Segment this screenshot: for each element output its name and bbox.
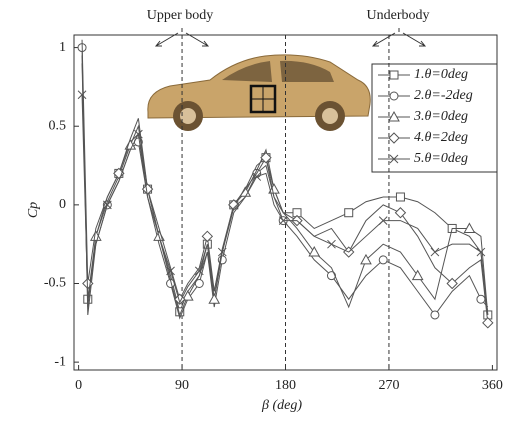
legend-label: 1.θ=0deg [414, 67, 468, 82]
annotation: Underbody [367, 8, 430, 23]
y-tick-label: 1 [59, 40, 66, 55]
marker [209, 294, 219, 303]
annotation-arrows [156, 28, 425, 46]
y-tick-label: -0.5 [44, 276, 66, 291]
x-tick-label: 270 [378, 378, 399, 393]
marker [395, 208, 405, 218]
marker [309, 247, 319, 256]
marker [327, 272, 335, 280]
marker [345, 209, 353, 217]
car-image [148, 55, 370, 131]
x-tick-label: 0 [75, 378, 82, 393]
marker [327, 240, 335, 248]
marker [396, 193, 404, 201]
x-tick-label: 90 [175, 378, 189, 393]
chart: Upper body Underbody β (deg) Cp 1 0.5 0 -0.… [0, 0, 517, 421]
y-tick-label: 0.5 [49, 118, 67, 133]
x-tick-label: 360 [482, 378, 503, 393]
marker [390, 92, 398, 100]
marker [413, 271, 423, 280]
marker [431, 248, 439, 256]
x-axis-label: β (deg) [261, 398, 302, 413]
legend-label: 3.θ=0deg [413, 109, 468, 124]
marker [477, 295, 485, 303]
y-axis-label: Cp [26, 202, 41, 218]
y-tick-label: -1 [54, 354, 66, 369]
y-tick-label: 0 [59, 197, 66, 212]
marker [390, 71, 398, 79]
legend-label: 4.θ=2deg [414, 130, 468, 145]
annotation: Upper body [147, 8, 214, 23]
legend-label: 5.θ=0deg [414, 151, 468, 166]
x-tick-label: 180 [275, 378, 296, 393]
marker [125, 140, 135, 149]
marker [379, 256, 387, 264]
marker [431, 311, 439, 319]
legend-label: 2.θ=-2deg [414, 88, 473, 103]
